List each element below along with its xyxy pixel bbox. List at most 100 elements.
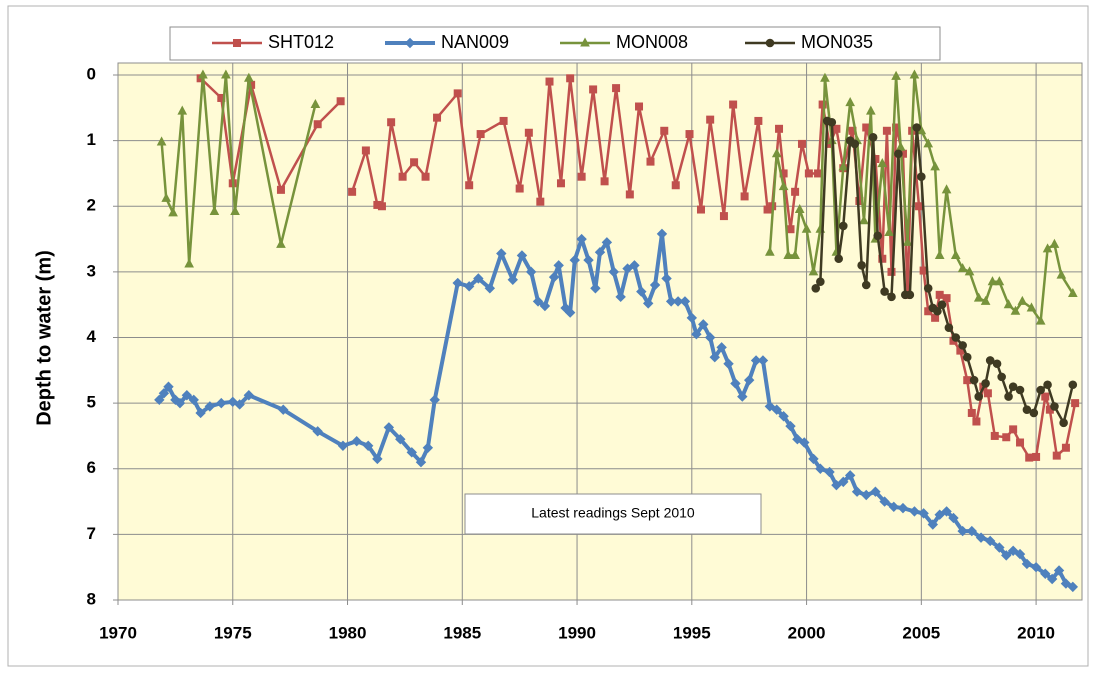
marker	[496, 248, 507, 259]
marker	[184, 258, 194, 268]
marker	[576, 233, 587, 245]
marker	[1014, 548, 1026, 560]
marker	[1050, 402, 1059, 411]
marker	[1042, 243, 1053, 253]
marker	[1059, 418, 1068, 428]
marker	[935, 290, 944, 299]
marker	[827, 117, 837, 127]
marker	[902, 236, 913, 246]
marker	[709, 351, 720, 363]
marker	[569, 254, 580, 266]
marker	[499, 116, 508, 125]
marker	[590, 283, 601, 294]
marker	[832, 124, 841, 133]
marker	[1068, 380, 1078, 390]
marker	[990, 431, 999, 440]
marker	[337, 440, 349, 451]
marker	[453, 89, 462, 98]
marker	[797, 139, 806, 148]
marker	[1071, 399, 1080, 408]
marker	[545, 77, 554, 86]
y-tick-label: 4	[87, 327, 97, 346]
marker	[1004, 392, 1013, 401]
marker	[476, 130, 485, 139]
marker	[465, 181, 474, 190]
marker	[838, 161, 849, 171]
marker	[600, 177, 609, 186]
marker	[771, 148, 782, 158]
marker	[536, 197, 545, 206]
marker	[429, 394, 440, 406]
marker	[204, 401, 216, 412]
legend-label: SHT012	[268, 32, 334, 52]
marker	[1015, 385, 1025, 395]
legend-label: MON008	[616, 32, 688, 52]
marker	[985, 356, 995, 365]
marker	[216, 397, 227, 409]
marker	[905, 290, 915, 300]
marker	[915, 202, 924, 211]
marker	[209, 205, 220, 215]
marker	[765, 38, 775, 48]
marker	[313, 120, 322, 129]
marker	[646, 157, 655, 166]
marker	[642, 298, 654, 309]
marker	[878, 254, 887, 263]
marker	[1032, 452, 1041, 461]
marker	[1002, 433, 1011, 442]
marker	[750, 355, 762, 366]
marker	[583, 254, 594, 266]
marker	[963, 376, 972, 385]
marker	[850, 139, 860, 149]
marker	[601, 237, 613, 248]
marker	[195, 407, 206, 419]
marker	[398, 172, 407, 181]
marker	[897, 502, 909, 514]
marker	[785, 420, 796, 432]
marker	[156, 136, 167, 146]
marker	[516, 250, 528, 261]
marker	[608, 266, 619, 278]
marker	[994, 542, 1005, 553]
marker	[994, 276, 1005, 286]
marker	[243, 390, 255, 401]
marker	[740, 192, 749, 201]
marker	[992, 359, 1002, 369]
annotation-box	[464, 493, 762, 535]
marker	[395, 434, 406, 445]
marker	[754, 116, 763, 125]
marker	[948, 512, 959, 524]
marker	[234, 399, 245, 410]
marker	[1010, 305, 1021, 315]
marker	[808, 453, 819, 465]
marker	[804, 169, 813, 178]
marker	[997, 372, 1006, 382]
x-tick-label: 2005	[902, 623, 940, 642]
marker	[174, 397, 186, 409]
marker	[589, 85, 598, 94]
marker	[188, 394, 199, 406]
marker	[879, 496, 890, 507]
legend-box	[169, 26, 941, 61]
marker	[808, 266, 819, 276]
marker	[665, 296, 677, 307]
marker	[1008, 382, 1018, 392]
marker	[980, 295, 991, 305]
marker	[1003, 299, 1014, 309]
marker	[170, 394, 181, 406]
marker	[433, 113, 442, 122]
marker	[983, 389, 992, 398]
marker	[336, 97, 345, 106]
marker	[278, 404, 289, 415]
marker	[221, 69, 231, 79]
marker	[868, 133, 878, 142]
x-tick-label: 2000	[788, 623, 826, 642]
annotation: Latest readings Sept 2010	[531, 505, 695, 521]
marker	[1067, 581, 1079, 593]
marker	[1060, 578, 1072, 589]
marker	[1061, 443, 1070, 452]
marker	[649, 279, 661, 291]
marker	[861, 489, 872, 501]
marker	[227, 396, 238, 408]
marker	[909, 69, 920, 79]
